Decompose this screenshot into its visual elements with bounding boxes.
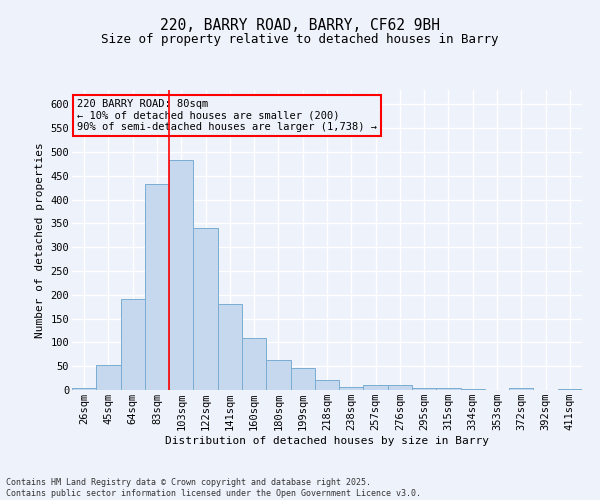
Text: 220, BARRY ROAD, BARRY, CF62 9BH: 220, BARRY ROAD, BARRY, CF62 9BH [160, 18, 440, 32]
Bar [72, 388, 96, 390]
Bar [461, 389, 485, 390]
Bar [436, 388, 461, 390]
Text: Contains HM Land Registry data © Crown copyright and database right 2025.
Contai: Contains HM Land Registry data © Crown c… [6, 478, 421, 498]
X-axis label: Distribution of detached houses by size in Barry: Distribution of detached houses by size … [165, 436, 489, 446]
Bar [169, 160, 193, 390]
Bar [266, 360, 290, 390]
Bar [388, 385, 412, 390]
Bar [558, 389, 582, 390]
Bar [339, 386, 364, 390]
Bar [242, 338, 266, 390]
Bar [218, 304, 242, 390]
Bar [412, 388, 436, 390]
Bar [290, 368, 315, 390]
Bar [145, 184, 169, 390]
Y-axis label: Number of detached properties: Number of detached properties [35, 142, 45, 338]
Bar [364, 385, 388, 390]
Bar [315, 380, 339, 390]
Bar [509, 388, 533, 390]
Text: Size of property relative to detached houses in Barry: Size of property relative to detached ho… [101, 32, 499, 46]
Bar [193, 228, 218, 390]
Text: 220 BARRY ROAD: 80sqm
← 10% of detached houses are smaller (200)
90% of semi-det: 220 BARRY ROAD: 80sqm ← 10% of detached … [77, 99, 377, 132]
Bar [96, 365, 121, 390]
Bar [121, 298, 145, 390]
